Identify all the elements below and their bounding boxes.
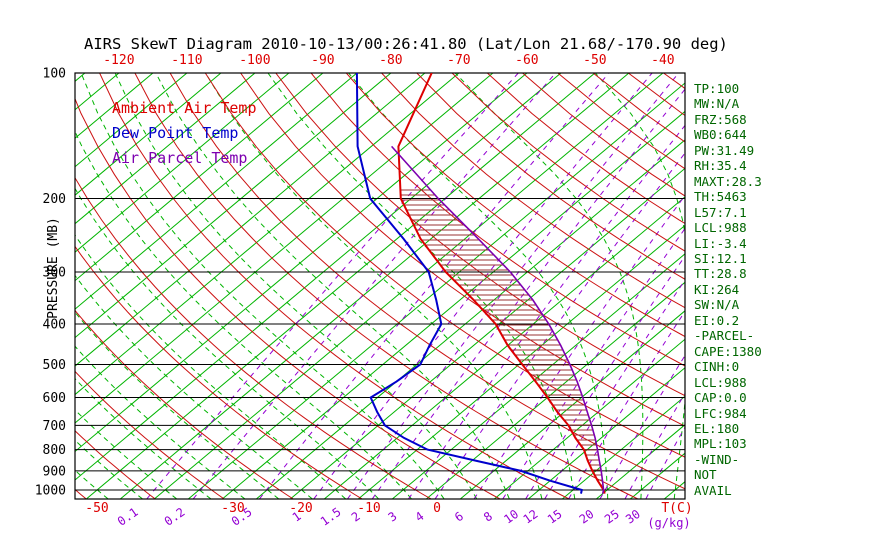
stat-parcel: -PARCEL- <box>694 328 755 344</box>
mixing-ratio-tick: 20 <box>577 507 597 527</box>
stat-cap-0-0: CAP:0.0 <box>694 390 747 406</box>
mixing-ratio-tick: 6 <box>452 509 466 525</box>
stat-ei-0-2: EI:0.2 <box>694 312 740 328</box>
stat-cape-1380: CAPE:1380 <box>694 343 762 359</box>
plot-frame <box>74 72 686 500</box>
dew-point-line <box>355 73 583 494</box>
pressure-tick-label: 300 <box>43 265 66 280</box>
temp-tick-bottom: -50 <box>85 501 108 516</box>
stat-li-3-4: LI:-3.4 <box>694 235 747 251</box>
temp-tick-top: -80 <box>379 53 402 68</box>
pressure-tick-label: 700 <box>43 419 66 434</box>
stat-tp-100: TP:100 <box>694 81 740 96</box>
mixing-ratio-tick: 8 <box>481 509 495 525</box>
temp-tick-bottom: -30 <box>221 501 244 516</box>
pressure-tick-label: 900 <box>43 464 66 479</box>
mixing-ratio-tick: 12 <box>521 507 541 527</box>
pressure-tick-label: 800 <box>43 443 66 458</box>
stat-ki-264: KI:264 <box>694 281 740 297</box>
stat-maxt-28-3: MAXT:28.3 <box>694 173 762 189</box>
stat-wb0-644: WB0:644 <box>694 127 747 143</box>
mixing-ratio-tick: 0.2 <box>162 505 188 529</box>
pressure-tick-label: 400 <box>43 318 66 333</box>
stat-lcl-988: LCL:988 <box>694 374 747 390</box>
stat-rh-35-4: RH:35.4 <box>694 158 747 174</box>
stat-wind: -WIND- <box>694 451 740 467</box>
pressure-tick-label: 1000 <box>35 484 66 499</box>
stat-th-5463: TH:5463 <box>694 189 747 205</box>
legend-air-parcel-temp: Air Parcel Temp <box>112 149 248 167</box>
stat-tt-28-8: TT:28.8 <box>694 266 747 282</box>
temp-tick-top: -100 <box>239 53 270 68</box>
stat-l57-7-1: L57:7.1 <box>694 204 747 220</box>
mixing-ratio-tick: 4 <box>413 509 427 525</box>
stat-lcl-988: LCL:988 <box>694 220 747 236</box>
pressure-tick-label: 100 <box>43 67 66 82</box>
stat-cinh-0: CINH:0 <box>694 359 740 375</box>
stat-sw-n-a: SW:N/A <box>694 297 740 313</box>
mixing-ratio-tick: 3 <box>386 509 400 525</box>
stat-lfc-984: LFC:984 <box>694 405 747 421</box>
temp-tick-bottom: -20 <box>289 501 312 516</box>
temp-tick-top: -60 <box>515 53 538 68</box>
stat-el-180: EL:180 <box>694 420 740 436</box>
stat-avail: AVAIL <box>694 482 732 498</box>
temp-tick-bottom: -10 <box>357 501 380 516</box>
legend: Ambient Air Temp Dew Point Temp Air Parc… <box>112 96 257 171</box>
mixing-ratio-tick: 25 <box>602 507 622 527</box>
temp-tick-top: -110 <box>171 53 202 68</box>
temp-tick-top: -40 <box>651 53 674 68</box>
background-guides <box>75 73 685 499</box>
sounding-profiles <box>355 73 606 494</box>
stats-panel: TP:100 MW:N/A FRZ:568 WB0:644 PW:31.49 RH:35.… <box>694 81 762 498</box>
mixing-ratio-tick: 0.1 <box>115 505 141 529</box>
pressure-tick-label: 500 <box>43 358 66 373</box>
pressure-axis-title: PRESSURE (MB) <box>46 217 61 319</box>
pressure-tick-label: 200 <box>43 192 66 207</box>
parcel-temp-line <box>391 145 605 494</box>
mixing-ratio-tick: 10 <box>501 507 521 527</box>
temp-tick-top: -50 <box>583 53 606 68</box>
stat-mpl-103: MPL:103 <box>694 436 747 452</box>
cape-hatch <box>400 189 603 486</box>
ambient-temp-line <box>397 73 606 494</box>
isotherm-lines <box>75 73 685 499</box>
temp-tick-top: -70 <box>447 53 470 68</box>
stat-si-12-1: SI:12.1 <box>694 250 747 266</box>
stat-mw-n-a: MW:N/A <box>694 96 740 112</box>
stat-frz-568: FRZ:568 <box>694 111 747 127</box>
legend-dew-point-temp: Dew Point Temp <box>112 124 239 142</box>
stat-not: NOT <box>694 467 717 483</box>
mixing-ratio-tick: 30 <box>623 507 643 527</box>
mixing-ratio-tick: 1.5 <box>318 505 344 529</box>
moist-adiabat-lines <box>75 73 685 499</box>
stat-pw-31-49: PW:31.49 <box>694 142 755 158</box>
temp-tick-top: -90 <box>311 53 334 68</box>
temp-tick-bottom: 0 <box>433 501 441 516</box>
temp-tick-top: -120 <box>103 53 134 68</box>
pressure-tick-label: 600 <box>43 391 66 406</box>
mixing-ratio-axis-title: (g/kg) <box>647 516 690 530</box>
mixing-ratio-tick: 15 <box>545 507 565 527</box>
chart-title: AIRS SkewT Diagram 2010-10-13/00:26:41.8… <box>84 35 728 53</box>
pressure-gridlines <box>75 72 685 491</box>
temp-axis-title: T(C) <box>661 501 692 516</box>
legend-ambient-air-temp: Ambient Air Temp <box>112 99 257 117</box>
